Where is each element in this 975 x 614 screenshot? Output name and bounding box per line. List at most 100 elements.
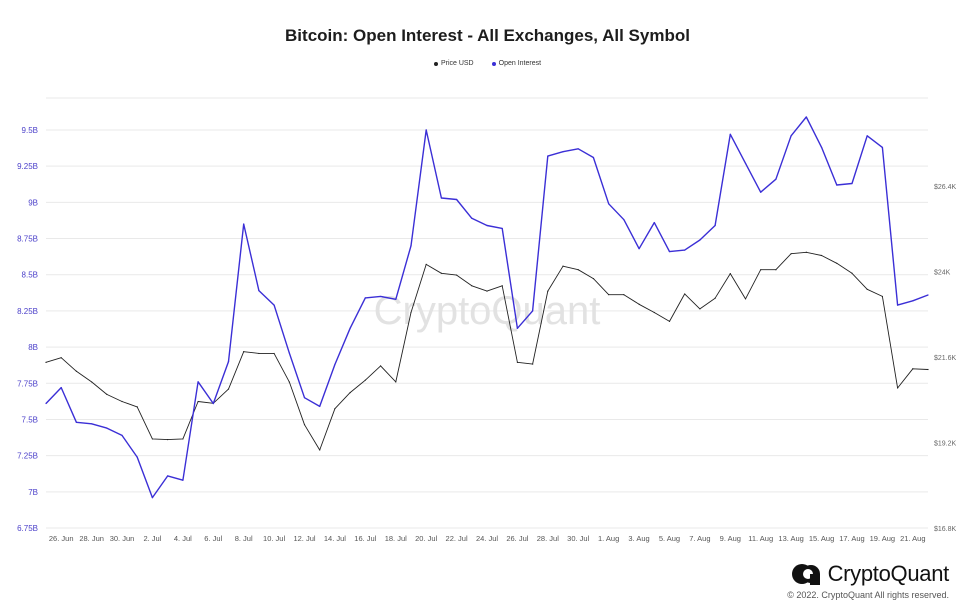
- point-price-usd: [395, 381, 397, 383]
- point-price-usd: [471, 285, 473, 287]
- point-open-interest: [167, 475, 169, 477]
- point-open-interest: [668, 250, 671, 253]
- point-open-interest: [303, 397, 306, 399]
- point-price-usd: [91, 381, 93, 383]
- point-open-interest: [60, 387, 62, 389]
- point-price-usd: [273, 352, 275, 355]
- point-open-interest: [334, 363, 336, 366]
- legend-item-price[interactable]: Price USD: [433, 60, 474, 67]
- y-axis-right: $16.8K $19.2K $21.6K $24K $26.4K: [934, 184, 957, 533]
- point-open-interest: [273, 304, 275, 306]
- point-open-interest: [91, 423, 93, 425]
- point-price-usd: [562, 265, 564, 267]
- y-left-tick-label: 8.25B: [17, 307, 38, 316]
- point-price-usd: [608, 294, 610, 296]
- point-price-usd: [501, 285, 503, 287]
- point-open-interest: [790, 135, 792, 137]
- point-price-usd: [136, 406, 138, 408]
- point-price-usd: [653, 311, 655, 314]
- point-open-interest: [425, 129, 427, 131]
- x-tick-label: 11. Aug: [748, 534, 773, 543]
- x-tick-label: 24. Jul: [476, 534, 498, 543]
- point-open-interest: [106, 427, 108, 429]
- chart-title: Bitcoin: Open Interest - All Exchanges, …: [285, 26, 690, 45]
- point-open-interest: [744, 162, 747, 164]
- point-price-usd: [927, 368, 929, 371]
- point-price-usd: [760, 269, 762, 271]
- point-price-usd: [881, 295, 883, 298]
- point-price-usd: [775, 269, 777, 271]
- x-tick-label: 6. Jul: [204, 534, 222, 543]
- point-open-interest: [455, 198, 458, 201]
- x-tick-label: 4. Jul: [174, 534, 192, 543]
- point-price-usd: [182, 438, 184, 440]
- y-right-tick-label: $26.4K: [934, 184, 957, 191]
- x-tick-label: 5. Aug: [659, 534, 680, 543]
- y-left-tick-label: 6.75B: [17, 524, 38, 533]
- y-left-tick-label: 7.25B: [17, 452, 38, 461]
- point-price-usd: [258, 352, 260, 355]
- point-open-interest: [379, 295, 382, 298]
- point-price-usd: [349, 392, 351, 394]
- x-tick-label: 7. Aug: [689, 534, 710, 543]
- point-price-usd: [106, 393, 108, 396]
- y-axis-left: 6.75B 7B 7.25B 7.5B 7.75B 8B 8.25B 8.5B 8.75B 9B 9…: [17, 126, 38, 533]
- point-open-interest: [486, 224, 488, 227]
- point-price-usd: [303, 424, 306, 426]
- brand-name: CryptoQuant: [827, 561, 950, 586]
- y-left-tick-label: 7.5B: [22, 415, 38, 424]
- point-price-usd: [714, 297, 716, 299]
- point-price-usd: [364, 379, 366, 381]
- point-open-interest: [151, 497, 154, 499]
- point-open-interest: [653, 222, 655, 224]
- point-open-interest: [547, 155, 549, 157]
- point-price-usd: [836, 262, 838, 264]
- point-price-usd: [75, 370, 78, 372]
- y-left-tick-label: 9.5B: [22, 126, 38, 135]
- point-open-interest: [836, 184, 838, 186]
- point-price-usd: [45, 361, 47, 363]
- point-open-interest: [805, 116, 807, 118]
- x-tick-label: 26. Jun: [49, 534, 74, 543]
- x-tick-label: 14. Jul: [324, 534, 346, 543]
- x-tick-label: 3. Aug: [628, 534, 649, 543]
- x-tick-label: 19. Aug: [870, 534, 895, 543]
- point-open-interest: [608, 203, 610, 205]
- point-price-usd: [729, 273, 731, 275]
- x-tick-label: 12. Jul: [293, 534, 315, 543]
- point-price-usd: [243, 351, 245, 353]
- series-line-price-usd[interactable]: [45, 251, 929, 451]
- point-price-usd: [60, 357, 62, 359]
- x-tick-label: 20. Jul: [415, 534, 437, 543]
- point-price-usd: [820, 254, 823, 257]
- copyright-text: © 2022. CryptoQuant All rights reserved.: [787, 590, 949, 600]
- point-price-usd: [121, 400, 123, 403]
- y-right-tick-label: $24K: [934, 270, 951, 277]
- point-price-usd: [440, 272, 442, 274]
- point-open-interest: [684, 249, 686, 251]
- legend-item-open-interest[interactable]: Open Interest: [491, 60, 542, 67]
- point-price-usd: [425, 263, 427, 265]
- point-open-interest: [395, 298, 397, 300]
- point-price-usd: [167, 439, 169, 441]
- point-open-interest: [775, 178, 777, 180]
- point-open-interest: [227, 360, 230, 363]
- point-open-interest: [866, 135, 868, 137]
- x-tick-label: 21. Aug: [900, 534, 925, 543]
- x-tick-label: 8. Jul: [235, 534, 253, 543]
- x-axis: 26. Jun 28. Jun 30. Jun 2. Jul 4. Jul 6. Jul 8…: [49, 534, 926, 543]
- point-open-interest: [75, 421, 78, 423]
- point-open-interest: [881, 146, 883, 148]
- point-price-usd: [197, 400, 199, 403]
- legend-label-open-interest: Open Interest: [498, 60, 542, 67]
- y-left-tick-label: 8.5B: [22, 271, 38, 280]
- legend-dot-open-interest: [491, 61, 496, 66]
- point-open-interest: [471, 217, 473, 219]
- x-tick-label: 2. Jul: [143, 534, 161, 543]
- point-price-usd: [912, 368, 914, 370]
- x-tick-label: 1. Aug: [598, 534, 619, 543]
- point-open-interest: [760, 191, 762, 193]
- point-open-interest: [912, 300, 914, 302]
- x-tick-label: 28. Jul: [537, 534, 559, 543]
- point-open-interest: [820, 146, 823, 148]
